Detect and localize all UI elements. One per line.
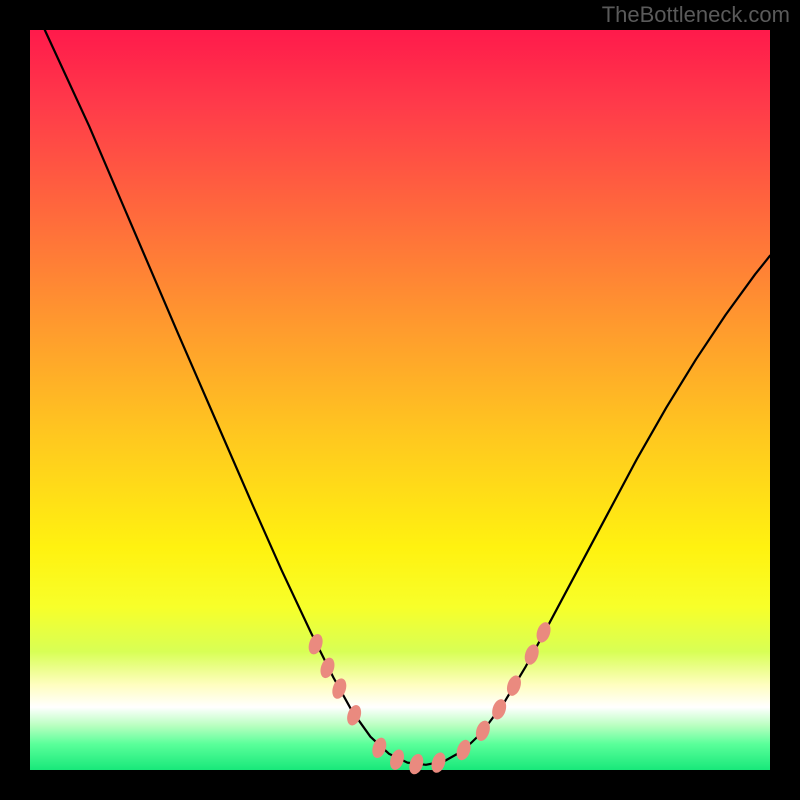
watermark-text: TheBottleneck.com bbox=[602, 2, 790, 27]
bottleneck-chart: TheBottleneck.com bbox=[0, 0, 800, 800]
plot-background bbox=[30, 30, 770, 770]
